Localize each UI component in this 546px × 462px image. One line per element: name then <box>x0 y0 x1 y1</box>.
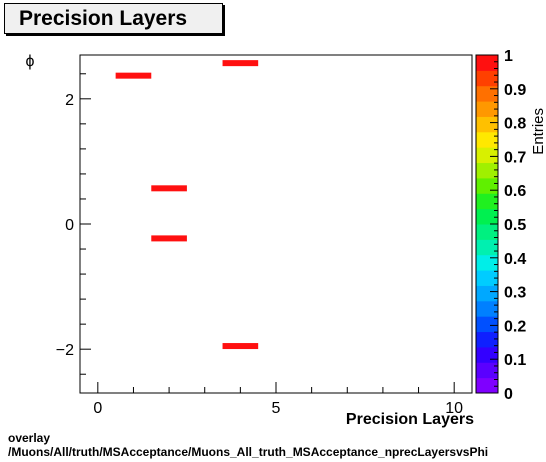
footer-line-2: /Muons/All/truth/MSAcceptance/Muons_All_… <box>8 445 489 459</box>
colorbar-tick-label: 0.3 <box>504 285 526 302</box>
heatmap-cell-2 <box>151 185 187 192</box>
x-axis-label: Precision Layers <box>346 411 474 428</box>
colorbar-segment <box>476 85 498 102</box>
colorbar-segment <box>476 254 498 271</box>
heatmap-cell-3 <box>151 235 187 242</box>
colorbar-tick-label: 0.7 <box>504 149 526 166</box>
x-tick-label: 0 <box>93 400 102 417</box>
y-axis-label: ϕ <box>26 53 35 70</box>
colorbar-segment <box>476 131 498 148</box>
colorbar-segment <box>476 270 498 286</box>
x-tick-label: 5 <box>272 400 281 417</box>
colorbar-tick-label: 0.9 <box>504 82 526 99</box>
colorbar-segment <box>476 239 498 256</box>
plot-title: Precision Layers <box>4 3 223 34</box>
colorbar-segment <box>476 193 498 210</box>
heatmap-cell-0 <box>115 72 152 79</box>
colorbar-segment <box>476 70 498 87</box>
colorbar-segment <box>476 285 498 302</box>
colorbar-segment <box>476 362 498 379</box>
colorbar-tick-label: 1 <box>504 48 513 65</box>
colorbar-segment <box>476 147 498 164</box>
y-tick-label: 0 <box>65 217 74 234</box>
colorbar-tick-label: 0.2 <box>504 318 526 335</box>
colorbar-tick-label: 0.4 <box>504 251 526 268</box>
colorbar-tick-label: 0.1 <box>504 352 526 369</box>
heatmap-cell-1 <box>222 60 259 67</box>
plot-frame <box>79 54 473 394</box>
colorbar-tick-label: 0 <box>504 386 513 403</box>
colorbar-segment <box>476 346 498 363</box>
colorbar-segment <box>476 300 498 317</box>
colorbar-segment <box>476 162 498 179</box>
colorbar-segment <box>476 316 498 333</box>
colorbar-segment <box>476 177 498 194</box>
heatmap-cell-4 <box>222 343 259 350</box>
x-tick-label: 10 <box>445 400 463 417</box>
colorbar-segment <box>476 331 498 348</box>
colorbar-tick-label: 0.5 <box>504 217 526 234</box>
colorbar-segment <box>476 377 498 394</box>
colorbar-segment <box>476 55 498 71</box>
colorbar-segment <box>476 101 498 117</box>
z-axis-label: Entries <box>530 108 546 155</box>
y-tick-label: 2 <box>65 92 74 109</box>
colorbar-segment <box>476 116 498 133</box>
colorbar-segment <box>476 208 498 225</box>
colorbar-segment <box>476 224 498 240</box>
y-tick-label: −2 <box>56 342 74 359</box>
colorbar-tick-label: 0.8 <box>504 116 526 133</box>
footer-line-1: overlay <box>8 431 51 445</box>
colorbar-tick-label: 0.6 <box>504 183 526 200</box>
